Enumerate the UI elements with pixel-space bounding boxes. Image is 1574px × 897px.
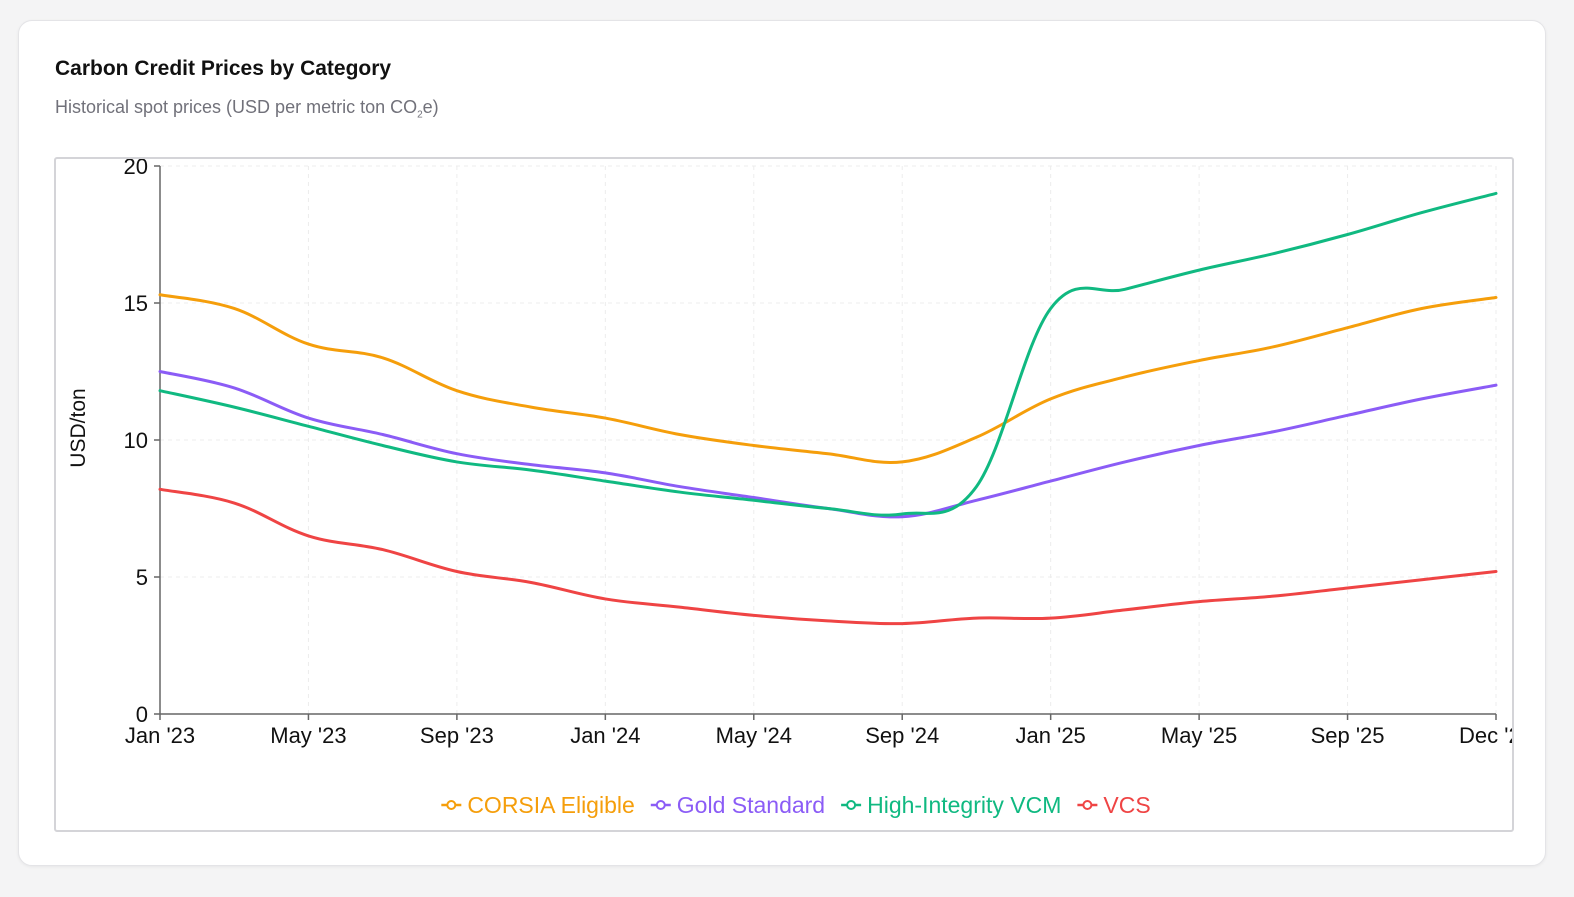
subtitle-subscript: 2 bbox=[417, 109, 423, 121]
x-tick-label: Jan '23 bbox=[125, 723, 195, 748]
chart-container: 0 5 10 15 20 Jan '23 May '23 Sep '23 Jan '24 May … bbox=[54, 157, 1514, 832]
legend-label: CORSIA Eligible bbox=[467, 792, 634, 818]
x-tick-label: Sep '25 bbox=[1311, 723, 1385, 748]
line-chart: 0 5 10 15 20 Jan '23 May '23 Sep '23 Jan '24 May … bbox=[67, 159, 1512, 818]
legend-item-corsia-eligible[interactable]: CORSIA Eligible bbox=[441, 792, 635, 818]
legend-marker-icon bbox=[446, 800, 457, 810]
x-tick-label: Dec '25 bbox=[1459, 723, 1512, 748]
legend-item-gold-standard[interactable]: Gold Standard bbox=[650, 792, 825, 818]
y-tick-label: 5 bbox=[136, 565, 148, 590]
legend-item-high-integrity-vcm[interactable]: High-Integrity VCM bbox=[841, 792, 1061, 818]
y-axis-title: USD/ton bbox=[67, 388, 90, 467]
series-line-vcs bbox=[158, 487, 1498, 626]
legend-marker-icon bbox=[846, 800, 857, 810]
x-tick-label: May '24 bbox=[716, 723, 792, 748]
legend-label: High-Integrity VCM bbox=[867, 792, 1061, 818]
subtitle-suffix: e) bbox=[422, 97, 439, 117]
legend-label: VCS bbox=[1103, 792, 1150, 818]
legend[interactable]: CORSIA Eligible Gold Standard High-Integri… bbox=[441, 792, 1151, 818]
y-tick-label: 0 bbox=[136, 702, 148, 727]
axes: 0 5 10 15 20 Jan '23 May '23 Sep '23 Jan '24 May … bbox=[67, 159, 1512, 748]
legend-label: Gold Standard bbox=[677, 792, 825, 818]
subtitle-text: Historical spot prices (USD per metric t… bbox=[55, 97, 418, 117]
y-tick-label: 15 bbox=[124, 291, 148, 316]
x-tick-label: Sep '23 bbox=[420, 723, 494, 748]
series-line-gold-standard bbox=[158, 370, 1498, 519]
grid-lines bbox=[160, 165, 1497, 714]
chart-card: Carbon Credit Prices by Category Histori… bbox=[18, 20, 1546, 866]
x-tick-label: Jan '24 bbox=[570, 723, 640, 748]
x-tick-label: May '25 bbox=[1161, 723, 1237, 748]
legend-marker-icon bbox=[655, 800, 666, 810]
x-tick-label: Jan '25 bbox=[1016, 723, 1086, 748]
legend-item-vcs[interactable]: VCS bbox=[1077, 792, 1151, 818]
legend-marker-icon bbox=[1082, 800, 1093, 810]
series-line-high-integrity-vcm bbox=[158, 191, 1498, 517]
series-line-corsia-eligible bbox=[158, 293, 1498, 465]
y-tick-label: 10 bbox=[124, 428, 148, 453]
chart-title: Carbon Credit Prices by Category bbox=[55, 57, 392, 80]
x-tick-label: May '23 bbox=[270, 723, 346, 748]
y-tick-label: 20 bbox=[124, 159, 148, 179]
chart-subtitle: Historical spot prices (USD per metric t… bbox=[55, 97, 439, 121]
series-lines bbox=[158, 191, 1498, 626]
x-tick-label: Sep '24 bbox=[865, 723, 939, 748]
